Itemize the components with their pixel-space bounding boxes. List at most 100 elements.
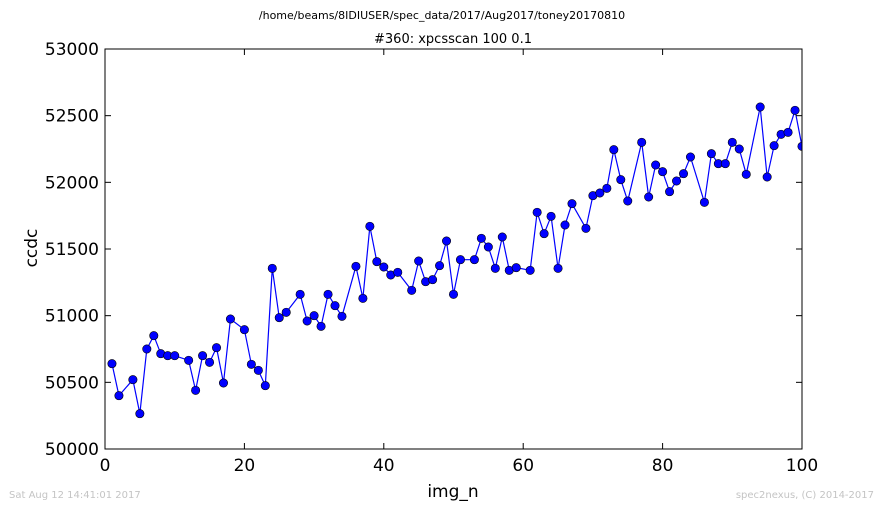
data-point [281,307,291,317]
data-point [644,192,654,202]
data-point [442,236,452,246]
x-tick-label: 40 [373,456,395,476]
data-point [672,176,682,186]
data-point [128,375,138,385]
y-tick-label: 50500 [45,373,99,393]
data-point [762,172,772,182]
data-point [623,196,633,206]
data-point [490,263,500,273]
data-point [567,199,577,209]
x-tick-label: 0 [100,456,111,476]
data-point [239,325,249,335]
data-point [428,275,438,285]
y-tick-label: 50000 [45,440,99,460]
data-point [253,365,263,375]
data-point [665,187,675,197]
y-tick-label: 51500 [45,240,99,260]
data-point [727,137,737,147]
data-point [205,357,215,367]
footer-credit: spec2nexus, (C) 2014-2017 [736,490,874,501]
data-point [469,255,479,265]
data-point [414,256,424,266]
data-point [337,311,347,321]
y-tick-label: 52500 [45,107,99,127]
data-point [351,261,361,271]
data-point [553,263,563,273]
data-point [316,321,326,331]
data-point [581,223,591,233]
data-point [699,197,709,207]
data-point [114,391,124,401]
data-point [637,137,647,147]
data-point [198,351,208,361]
data-point [595,188,605,198]
data-point [602,183,612,193]
data-point [107,359,117,369]
data-point [295,289,305,299]
data-point [372,257,382,267]
data-point [560,220,570,230]
data-point [679,169,689,179]
data-point [309,311,319,321]
data-point [323,289,333,299]
data-point [616,175,626,185]
series-line [111,106,802,414]
data-point [734,144,744,154]
data-point [476,233,486,243]
data-point [330,301,340,311]
data-point [302,316,312,326]
x-tick-label: 100 [786,456,818,476]
data-point [407,285,417,295]
data-point [260,381,270,391]
data-point [218,378,228,388]
data-point [546,211,556,221]
data-point [706,149,716,159]
data-point [184,355,194,365]
x-tick-label: 60 [512,456,534,476]
data-point [393,267,403,277]
series-0 [107,102,802,419]
x-tick-label: 80 [652,456,674,476]
data-point [435,261,445,271]
data-point [448,289,458,299]
chart-suptitle: /home/beams/8IDIUSER/spec_data/2017/Aug2… [259,9,625,22]
data-point [483,242,493,252]
y-tick-label: 51000 [45,307,99,327]
y-tick-label: 53000 [45,40,99,60]
data-point [191,385,201,395]
x-tick-label: 20 [234,456,256,476]
axes: 0 20 40 60 80 100 50000 50500 51000 51500 52000 525… [45,40,818,476]
plot-frame [104,48,803,450]
data-point [720,159,730,169]
data-point [365,221,375,231]
data-point [267,263,277,273]
data-point [658,167,668,177]
footer-timestamp: Sat Aug 12 14:41:01 2017 [9,490,141,501]
data-point [497,232,507,242]
data-point [225,314,235,324]
data-point [274,313,284,323]
data-point [651,160,661,170]
data-point [142,344,152,354]
x-axis-label: img_n [427,482,478,502]
y-tick-label: 52000 [45,173,99,193]
data-point [539,229,549,239]
data-point [379,262,389,272]
data-point [455,255,465,265]
data-point [212,343,222,353]
chart-title: #360: xpcsscan 100 0.1 [374,32,532,47]
data-point [790,105,800,115]
data-point [741,169,751,179]
data-point [358,293,368,303]
data-point [149,331,159,341]
y-axis-label: ccdc [22,229,42,268]
data-point [532,207,542,217]
data-series [107,102,802,419]
data-point [755,102,765,112]
data-point [170,351,180,361]
data-point [246,359,256,369]
data-point [685,152,695,162]
data-point [783,127,793,137]
data-point [525,265,535,275]
